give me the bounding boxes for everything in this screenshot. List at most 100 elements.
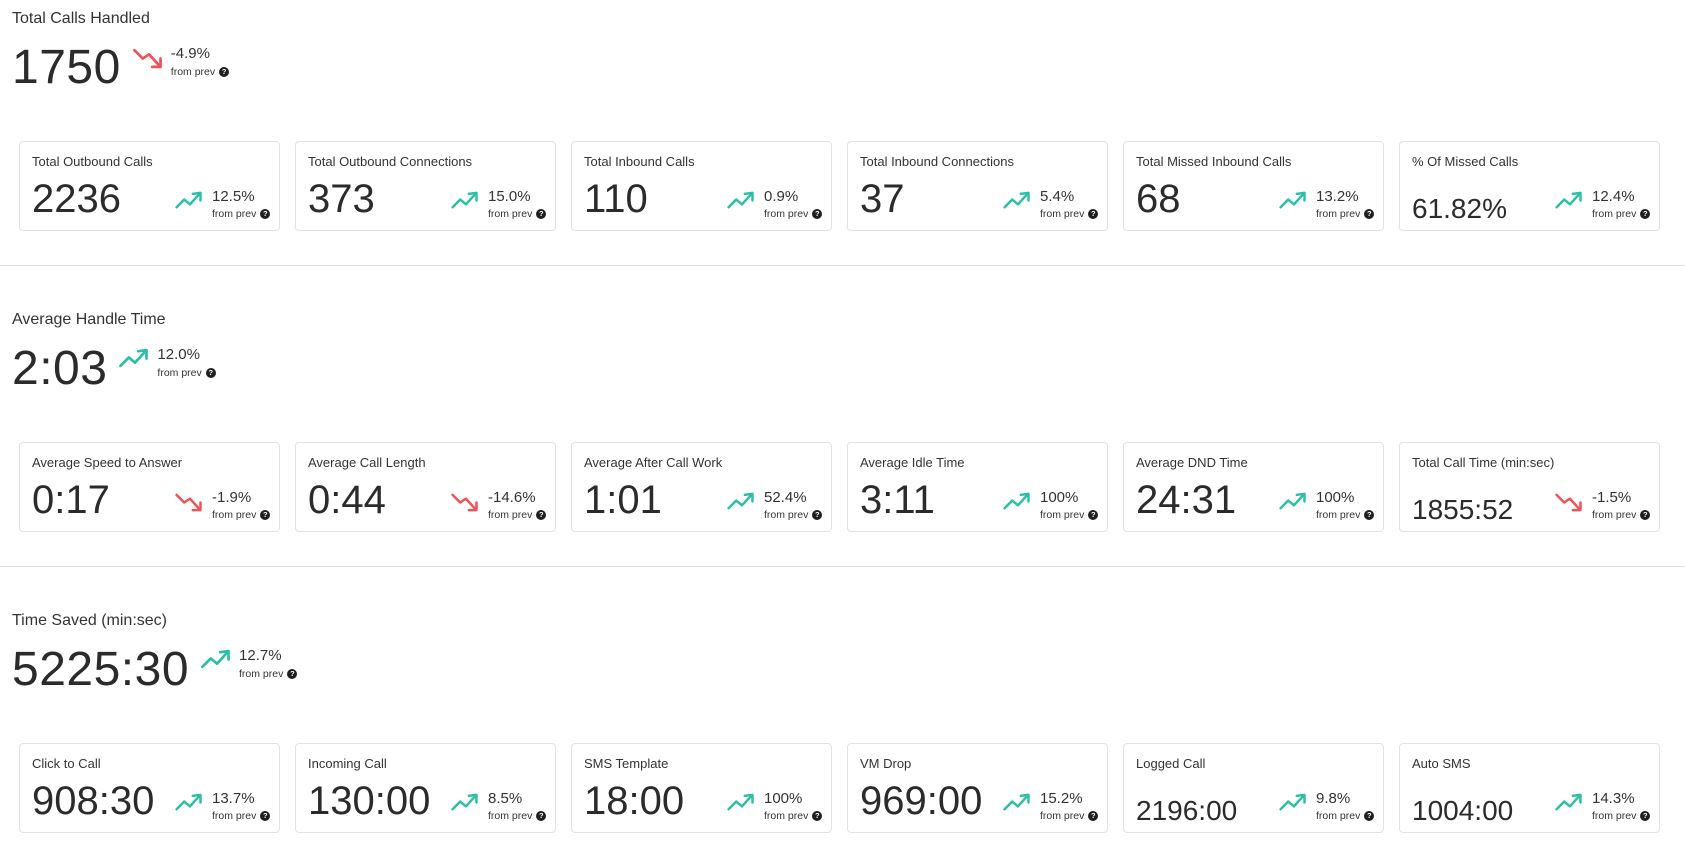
card-change: 13.2%	[1316, 188, 1359, 205]
help-icon[interactable]: ?	[1088, 811, 1099, 821]
help-icon[interactable]: ?	[1364, 811, 1375, 821]
metric-cards: Click to Call 908:30 13.7% from prev? Incomi…	[19, 743, 1660, 833]
trend-up-icon	[451, 793, 478, 811]
from-prev: from prev?	[1592, 809, 1651, 823]
card-change: 12.5%	[212, 188, 255, 205]
metric-card[interactable]: Incoming Call 130:00 8.5% from prev?	[295, 743, 556, 833]
trend-up-icon	[727, 793, 754, 811]
trend-down-icon	[451, 493, 478, 512]
metric-card[interactable]: Total Outbound Calls 2236 12.5% from prev?	[19, 141, 280, 231]
metric-cards: Total Outbound Calls 2236 12.5% from prev? T…	[19, 141, 1660, 231]
from-prev-label: from prev	[488, 509, 533, 521]
from-prev: from prev?	[1592, 207, 1651, 221]
from-prev-label: from prev	[1316, 208, 1361, 220]
metric-section: Average Handle Time 2:03 12.0% from prev? Av…	[0, 311, 1685, 561]
metric-card[interactable]: Click to Call 908:30 13.7% from prev?	[19, 743, 280, 833]
card-value: 3:11	[860, 478, 935, 522]
from-prev-label: from prev	[212, 810, 257, 822]
help-icon[interactable]: ?	[536, 209, 547, 219]
from-prev: from prev?	[488, 207, 547, 221]
help-icon[interactable]: ?	[1088, 209, 1099, 219]
card-label: SMS Template	[584, 756, 669, 771]
trend-down-icon	[1555, 493, 1582, 512]
card-label: Total Inbound Calls	[584, 154, 695, 169]
from-prev-label: from prev	[1040, 810, 1085, 822]
card-change: -1.5%	[1592, 489, 1632, 506]
card-value: 37	[860, 177, 905, 221]
metric-card[interactable]: Average After Call Work 1:01 52.4% from pre…	[571, 442, 832, 532]
from-prev-label: from prev	[239, 668, 284, 680]
card-label: Average DND Time	[1136, 455, 1248, 470]
help-icon[interactable]: ?	[536, 510, 547, 520]
metric-card[interactable]: Logged Call 2196:00 9.8% from prev?	[1123, 743, 1384, 833]
metric-card[interactable]: VM Drop 969:00 15.2% from prev?	[847, 743, 1108, 833]
trend-up-icon	[201, 649, 230, 669]
metric-card[interactable]: Total Missed Inbound Calls 68 13.2% from pr…	[1123, 141, 1384, 231]
card-change: 100%	[764, 790, 803, 807]
from-prev-label: from prev	[1592, 208, 1637, 220]
help-icon[interactable]: ?	[205, 368, 216, 378]
from-prev: from prev?	[239, 667, 298, 681]
card-value: 2236	[32, 177, 121, 221]
help-icon[interactable]: ?	[812, 510, 823, 520]
help-icon[interactable]: ?	[1364, 209, 1375, 219]
trend-up-icon	[727, 492, 754, 510]
help-icon[interactable]: ?	[1640, 209, 1651, 219]
card-value: 18:00	[584, 779, 685, 823]
card-value: 0:44	[308, 478, 386, 522]
from-prev-label: from prev	[488, 810, 533, 822]
from-prev: from prev?	[1040, 809, 1099, 823]
help-icon[interactable]: ?	[260, 811, 271, 821]
from-prev: from prev?	[764, 508, 823, 522]
section-title: Average Handle Time	[12, 311, 166, 328]
from-prev-label: from prev	[1592, 509, 1637, 521]
card-value: 2196:00	[1136, 795, 1238, 826]
metric-card[interactable]: Total Inbound Connections 37 5.4% from prev…	[847, 141, 1108, 231]
from-prev-label: from prev	[212, 509, 257, 521]
metric-card[interactable]: Total Call Time (min:sec) 1855:52 -1.5% fro…	[1399, 442, 1660, 532]
help-icon[interactable]: ?	[287, 669, 298, 679]
help-icon[interactable]: ?	[1364, 510, 1375, 520]
trend-up-icon	[1555, 793, 1582, 811]
from-prev: from prev?	[1316, 508, 1375, 522]
metric-card[interactable]: SMS Template 18:00 100% from prev?	[571, 743, 832, 833]
card-trend: 100% from prev?	[1002, 489, 1099, 522]
from-prev: from prev?	[1592, 508, 1651, 522]
metric-card[interactable]: Average Speed to Answer 0:17 -1.9% from pre…	[19, 442, 280, 532]
card-trend: 15.2% from prev?	[1002, 790, 1099, 823]
metric-cards: Average Speed to Answer 0:17 -1.9% from pre…	[19, 442, 1660, 532]
trend-up-icon	[175, 793, 202, 811]
help-icon[interactable]: ?	[536, 811, 547, 821]
help-icon[interactable]: ?	[812, 811, 823, 821]
metric-card[interactable]: Average DND Time 24:31 100% from prev?	[1123, 442, 1384, 532]
help-icon[interactable]: ?	[812, 209, 823, 219]
card-value: 0:17	[32, 478, 110, 522]
card-trend: 5.4% from prev?	[1002, 188, 1099, 221]
metric-card[interactable]: Average Call Length 0:44 -14.6% from prev?	[295, 442, 556, 532]
card-trend: 15.0% from prev?	[450, 188, 547, 221]
from-prev-label: from prev	[212, 208, 257, 220]
card-label: Average After Call Work	[584, 455, 723, 470]
card-value: 68	[1136, 177, 1181, 221]
metric-card[interactable]: Total Outbound Connections 373 15.0% from p…	[295, 141, 556, 231]
help-icon[interactable]: ?	[1640, 510, 1651, 520]
from-prev: from prev?	[488, 508, 547, 522]
metric-card[interactable]: Auto SMS 1004:00 14.3% from prev?	[1399, 743, 1660, 833]
card-change: 52.4%	[764, 489, 807, 506]
section-divider	[0, 265, 1685, 266]
metric-card[interactable]: Average Idle Time 3:11 100% from prev?	[847, 442, 1108, 532]
card-change: 15.2%	[1040, 790, 1083, 807]
help-icon[interactable]: ?	[1088, 510, 1099, 520]
trend-up-icon	[451, 191, 478, 209]
metric-card[interactable]: % Of Missed Calls 61.82% 12.4% from prev?	[1399, 141, 1660, 231]
help-icon[interactable]: ?	[1640, 811, 1651, 821]
section-divider	[0, 566, 1685, 567]
help-icon[interactable]: ?	[260, 209, 271, 219]
from-prev-label: from prev	[1040, 509, 1085, 521]
help-icon[interactable]: ?	[219, 67, 230, 77]
metric-card[interactable]: Total Inbound Calls 110 0.9% from prev?	[571, 141, 832, 231]
card-value: 1855:52	[1412, 494, 1514, 525]
help-icon[interactable]: ?	[260, 510, 271, 520]
trend-up-icon	[1003, 492, 1030, 510]
card-change: 0.9%	[764, 188, 799, 205]
